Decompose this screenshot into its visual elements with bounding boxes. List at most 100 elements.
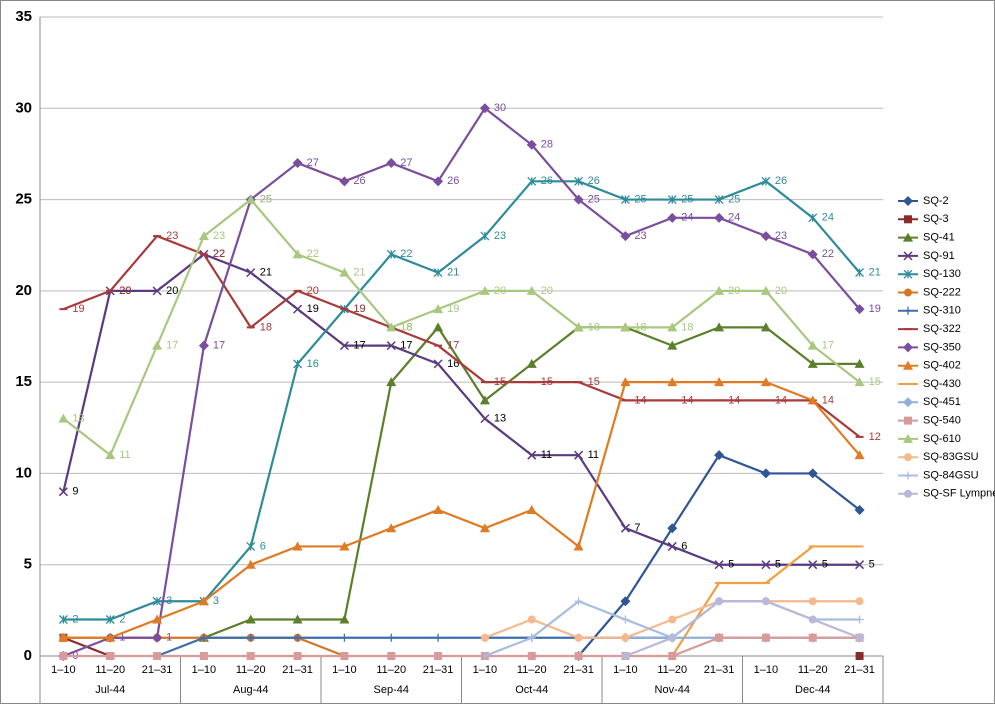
- data-label: 20: [119, 285, 131, 297]
- legend-label: SQ-SF Lympne: [923, 488, 995, 500]
- marker: [386, 158, 397, 169]
- data-label: 18: [400, 321, 412, 333]
- x-tick-label: 1–10: [754, 664, 778, 676]
- data-label: 5: [728, 559, 734, 571]
- data-label: 14: [681, 394, 693, 406]
- data-label: 18: [681, 321, 693, 333]
- marker: [386, 377, 397, 387]
- data-label: 11: [119, 449, 130, 461]
- legend-label: SQ-402: [923, 360, 961, 372]
- data-label: 25: [260, 193, 272, 205]
- legend-label: SQ-84GSU: [923, 469, 979, 481]
- data-label: 27: [307, 157, 319, 169]
- data-label: 16: [307, 358, 319, 370]
- data-label: 18: [260, 321, 272, 333]
- legend-label: SQ-130: [923, 268, 961, 280]
- data-label: 19: [353, 303, 365, 315]
- legend-label: SQ-310: [923, 305, 961, 317]
- marker: [855, 268, 865, 278]
- x-tick-label: 11–20: [95, 664, 125, 676]
- marker: [433, 176, 444, 187]
- marker: [761, 560, 771, 570]
- x-tick-label: 21–31: [563, 664, 594, 676]
- marker: [245, 194, 256, 204]
- data-label: 13: [72, 413, 84, 425]
- legend-label: SQ-41: [923, 232, 955, 244]
- marker: [58, 632, 69, 642]
- marker: [480, 633, 489, 642]
- data-label: 17: [400, 340, 412, 352]
- marker: [761, 176, 771, 186]
- marker: [152, 340, 163, 350]
- data-label: 19: [447, 303, 459, 315]
- marker: [293, 652, 302, 660]
- series-line: [63, 106, 861, 658]
- data-label: 20: [775, 285, 787, 297]
- data-label: 23: [213, 230, 225, 242]
- marker: [668, 615, 677, 624]
- marker: [903, 360, 913, 370]
- marker: [761, 633, 770, 642]
- marker: [574, 652, 583, 660]
- legend-label: SQ-610: [923, 433, 961, 445]
- x-tick-label: 1–10: [613, 664, 637, 676]
- marker: [714, 212, 725, 223]
- marker: [153, 652, 162, 660]
- marker: [903, 397, 913, 408]
- marker: [760, 377, 771, 387]
- marker: [198, 596, 209, 606]
- data-label: 15: [541, 376, 553, 388]
- marker: [574, 633, 583, 642]
- data-label: 17: [822, 340, 834, 352]
- marker: [340, 652, 349, 660]
- x-tick-label: 11–20: [517, 664, 547, 676]
- marker: [105, 632, 116, 642]
- marker: [808, 615, 817, 624]
- marker: [620, 231, 631, 242]
- data-label: 23: [634, 230, 646, 242]
- marker: [433, 322, 444, 332]
- x-tick-label: 21–31: [844, 664, 875, 676]
- data-label: 26: [775, 175, 787, 187]
- data-label: 24: [681, 212, 693, 224]
- marker: [620, 322, 631, 332]
- marker: [715, 633, 724, 642]
- x-tick-label: 1–10: [51, 664, 75, 676]
- marker: [667, 322, 678, 332]
- marker: [386, 523, 397, 533]
- marker: [904, 215, 912, 224]
- data-label: 27: [400, 157, 412, 169]
- data-label: 17: [166, 340, 178, 352]
- legend-label: SQ-451: [923, 396, 961, 408]
- marker: [807, 340, 818, 350]
- marker: [527, 652, 536, 660]
- marker: [479, 103, 490, 114]
- marker: [668, 652, 677, 660]
- data-label: 17: [213, 340, 225, 352]
- marker: [667, 212, 678, 223]
- marker: [58, 487, 68, 497]
- legend-label: SQ-540: [923, 415, 961, 427]
- data-label: 14: [775, 394, 787, 406]
- marker: [855, 597, 864, 606]
- marker: [574, 597, 583, 606]
- x-tick-label: 1–10: [192, 664, 216, 676]
- marker: [903, 433, 913, 443]
- data-label: 17: [353, 340, 365, 352]
- marker: [199, 633, 208, 642]
- data-label: 26: [588, 175, 600, 187]
- marker: [903, 342, 913, 353]
- data-label: 1: [119, 632, 125, 644]
- marker: [152, 632, 163, 643]
- marker: [292, 614, 303, 624]
- marker: [387, 652, 396, 660]
- marker: [293, 304, 303, 314]
- marker: [620, 377, 631, 387]
- marker: [855, 633, 864, 642]
- series-line: [63, 381, 861, 639]
- marker: [760, 231, 771, 242]
- marker: [760, 285, 771, 295]
- marker: [339, 267, 350, 277]
- data-label: 15: [588, 376, 600, 388]
- data-label: 1: [166, 632, 172, 644]
